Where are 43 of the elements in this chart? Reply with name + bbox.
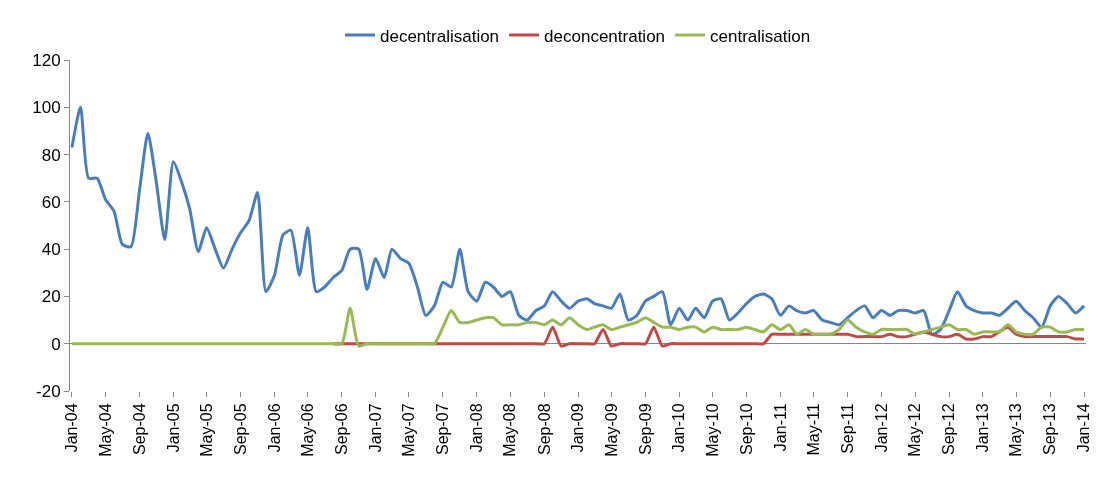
x-tick-label: May-10 xyxy=(703,403,721,457)
y-tick-label: 100 xyxy=(32,98,61,118)
x-tick-label: Jan-07 xyxy=(366,403,384,453)
y-tick-label: 20 xyxy=(41,287,61,307)
x-tick-label: Sep-10 xyxy=(737,403,755,455)
x-tick-label: May-07 xyxy=(400,403,418,457)
x-tick-label: May-04 xyxy=(96,403,114,457)
x-tick-label: Sep-09 xyxy=(636,403,654,455)
x-tick-label: Jan-12 xyxy=(872,403,890,453)
x-tick-label: Sep-13 xyxy=(1041,403,1059,455)
x-tick-label: May-13 xyxy=(1007,403,1025,457)
y-tick-label: 40 xyxy=(41,240,61,260)
x-tick-label: Sep-06 xyxy=(333,403,350,455)
x-tick-label: Sep-04 xyxy=(130,403,148,455)
y-tick-label: 0 xyxy=(51,334,61,354)
x-tick-label: Sep-07 xyxy=(434,403,452,455)
x-tick-label: Jan-05 xyxy=(164,403,182,453)
legend-label: centralisation xyxy=(710,26,811,46)
x-tick-label: May-12 xyxy=(906,403,924,457)
line-series xyxy=(70,105,1086,336)
x-tick-label: Jan-11 xyxy=(771,403,789,452)
x-tick-label: Sep-11 xyxy=(838,403,856,454)
legend-label: deconcentration xyxy=(544,26,666,46)
x-tick-label: May-09 xyxy=(602,403,620,457)
x-tick-label: Jan-14 xyxy=(1075,403,1093,453)
x-tick-label: May-11 xyxy=(804,403,822,456)
x-tick-label: May-06 xyxy=(298,403,316,457)
y-tick-label: 80 xyxy=(41,145,61,165)
legend-label: decentralisation xyxy=(380,26,500,46)
x-tick-label: Sep-12 xyxy=(940,403,958,455)
x-tick-label: May-05 xyxy=(197,403,215,457)
x-tick-label: Jan-04 xyxy=(63,403,81,453)
x-tick-label: Jan-13 xyxy=(974,403,992,453)
x-tick-label: Sep-05 xyxy=(231,403,249,455)
y-tick-label: -20 xyxy=(36,381,61,401)
y-tick-label: 60 xyxy=(41,192,61,212)
x-tick-label: Sep-08 xyxy=(535,403,553,455)
x-tick-label: Jan-09 xyxy=(569,403,587,453)
x-tick-label: Jan-08 xyxy=(467,403,485,453)
y-tick-label: 120 xyxy=(32,50,61,70)
x-tick-label: May-08 xyxy=(501,403,519,457)
x-tick-label: Jan-10 xyxy=(670,403,688,453)
x-tick-label: Jan-06 xyxy=(265,403,283,453)
